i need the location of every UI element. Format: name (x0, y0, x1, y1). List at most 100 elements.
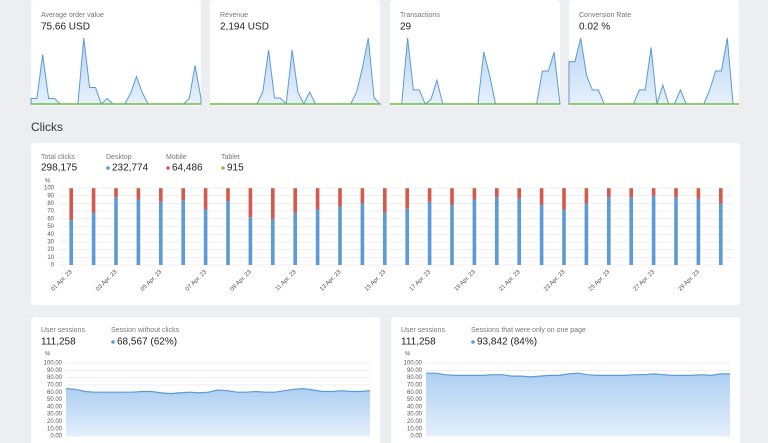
y-tick-label: 60 (47, 216, 54, 222)
bar-segment (517, 188, 521, 199)
kpi-card (390, 0, 560, 106)
bar-segment (539, 188, 544, 205)
bar-segment (114, 188, 118, 198)
bar-segment (383, 212, 387, 265)
y-tick-label: 100 (44, 186, 55, 192)
bar-segment (338, 206, 342, 265)
bar-segment (91, 212, 96, 265)
bar-segment (226, 201, 230, 265)
bar-segment (427, 188, 432, 202)
y-tick-label: 70 (47, 209, 54, 215)
y-tick-label: 80.00 (47, 375, 63, 381)
y-tick-label: 30 (47, 239, 54, 245)
y-tick-label: 50 (47, 224, 54, 230)
bar-segment (495, 188, 499, 198)
y-tick-label: 0 (51, 263, 55, 269)
y-axis-label: % (45, 352, 51, 358)
bar-segment (472, 199, 477, 265)
y-tick-label: 80.00 (407, 375, 423, 381)
stat-value: 64,486 (172, 163, 203, 174)
kpi-value: 29 (400, 22, 412, 33)
kpi-card (210, 0, 380, 106)
area (66, 388, 370, 436)
y-tick-label: 50.00 (47, 397, 63, 403)
kpi-label: Conversion Rate (579, 12, 631, 19)
y-tick-label: 30.00 (407, 412, 423, 418)
y-tick-label: 10.00 (47, 426, 63, 432)
y-tick-label: 40 (47, 232, 54, 238)
bar-segment (450, 188, 454, 205)
bar-segment (293, 188, 297, 213)
y-tick-label: 80 (47, 201, 54, 207)
stat-label: User sessions (41, 327, 85, 334)
bar-segment (226, 188, 230, 202)
kpi-value: 2,194 USD (220, 22, 269, 33)
stat-label: Total clicks (41, 154, 75, 161)
bar-segment (159, 188, 163, 202)
bar-segment (584, 188, 589, 204)
bar-segment (674, 188, 678, 198)
stat-value: 111,258 (401, 337, 436, 348)
stat-value: 298,175 (41, 163, 78, 174)
bar-segment (719, 188, 723, 204)
y-tick-label: 60.00 (47, 390, 63, 396)
bar-segment (651, 188, 656, 196)
y-tick-label: 40.00 (407, 404, 423, 410)
bar-segment (203, 188, 208, 210)
kpi-label: Average order value (41, 12, 104, 19)
bar-segment (293, 212, 297, 265)
y-tick-label: 90.00 (47, 368, 63, 374)
sparkline (568, 37, 739, 105)
bar-segment (248, 217, 253, 265)
bar-segment (629, 197, 633, 265)
bar-segment (69, 188, 73, 221)
bar-segment (427, 201, 432, 265)
y-tick-label: 20.00 (407, 419, 423, 425)
y-tick-label: 20.00 (47, 419, 63, 425)
bar-segment (338, 188, 342, 207)
bar-segment (607, 197, 611, 265)
y-tick-label: 100.00 (404, 361, 423, 367)
y-tick-label: 10 (47, 255, 54, 261)
y-tick-label: 90 (47, 193, 54, 199)
area (426, 373, 730, 436)
legend-dot (221, 166, 225, 170)
bar-segment (562, 188, 566, 210)
kpi-value: 0.02 % (579, 22, 610, 33)
bar-segment (539, 204, 544, 265)
bar-segment (248, 188, 253, 218)
bar-segment (495, 197, 499, 265)
legend-dot (111, 340, 115, 344)
bar-segment (696, 188, 701, 199)
bar-segment (450, 204, 454, 265)
bar-segment (136, 199, 141, 265)
bar-segment (181, 200, 185, 265)
legend-dot (166, 166, 170, 170)
area-line (426, 372, 730, 378)
kpi-card (31, 0, 201, 106)
bar-segment (719, 203, 723, 265)
y-tick-label: 30.00 (47, 412, 63, 418)
y-tick-label: 0.00 (50, 434, 62, 440)
stat-label: Tablet (221, 154, 240, 161)
bar-segment (405, 208, 409, 265)
y-tick-label: 100.00 (44, 361, 63, 367)
y-tick-label: 90.00 (407, 368, 423, 374)
y-tick-label: 10.00 (407, 426, 423, 432)
area-line (65, 387, 371, 395)
stat-label: User sessions (401, 327, 445, 334)
y-tick-label: 70.00 (407, 382, 423, 388)
bar-segment (181, 188, 185, 201)
y-tick-label: 50.00 (407, 397, 423, 403)
y-axis-label: % (45, 179, 51, 185)
stat-value: 111,258 (41, 337, 76, 348)
y-axis-label: % (405, 352, 411, 358)
bar-segment (69, 220, 73, 265)
legend-dot (471, 340, 475, 344)
bar-segment (271, 218, 275, 265)
y-tick-label: 60.00 (407, 390, 423, 396)
bar-segment (629, 188, 633, 198)
y-tick-label: 0.00 (410, 434, 422, 440)
kpi-label: Revenue (220, 12, 248, 19)
